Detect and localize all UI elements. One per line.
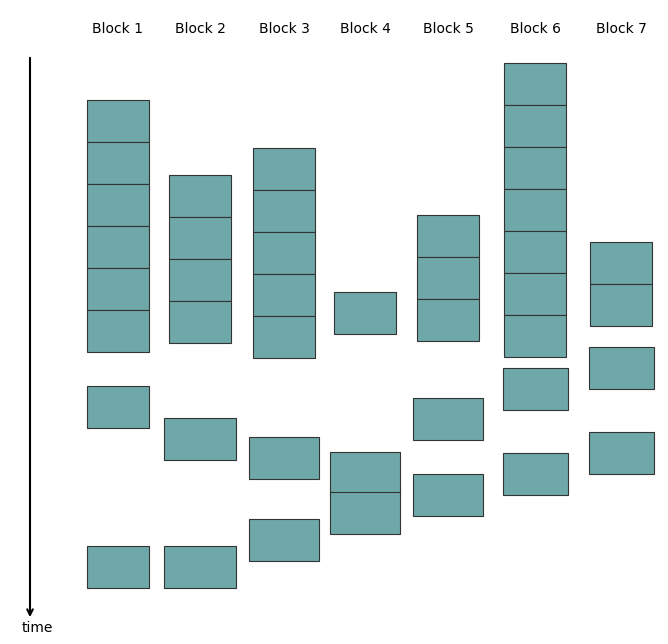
Bar (169, 217, 231, 259)
Bar (334, 292, 396, 334)
Bar (504, 273, 566, 315)
Bar (87, 546, 149, 588)
Bar (253, 274, 315, 316)
Bar (504, 105, 566, 147)
Text: Block 1: Block 1 (92, 22, 144, 36)
Bar (87, 268, 149, 310)
Bar (504, 147, 566, 189)
Bar (504, 231, 566, 273)
Bar (87, 100, 149, 142)
Bar (169, 259, 231, 301)
Bar (164, 546, 236, 588)
Bar (417, 215, 479, 257)
Bar (253, 232, 315, 274)
Bar (504, 315, 566, 357)
Bar (87, 226, 149, 268)
Bar (249, 519, 319, 561)
Bar (413, 398, 483, 440)
Bar (249, 437, 319, 479)
Bar (164, 418, 236, 460)
Bar (330, 492, 400, 534)
Bar (87, 310, 149, 352)
Text: Block 7: Block 7 (596, 22, 647, 36)
Bar (589, 347, 653, 389)
Bar (590, 284, 652, 326)
Bar (169, 301, 231, 343)
Bar (253, 316, 315, 358)
Bar (502, 368, 568, 410)
Bar (169, 175, 231, 217)
Bar (504, 63, 566, 105)
Bar (504, 189, 566, 231)
Bar (417, 299, 479, 341)
Bar (413, 474, 483, 516)
Bar (87, 142, 149, 184)
Text: Block 5: Block 5 (423, 22, 474, 36)
Bar (253, 190, 315, 232)
Bar (87, 184, 149, 226)
Text: Block 6: Block 6 (510, 22, 560, 36)
Bar (502, 453, 568, 495)
Bar (87, 386, 149, 428)
Bar (417, 257, 479, 299)
Bar (589, 432, 653, 474)
Bar (330, 452, 400, 494)
Text: Block 3: Block 3 (259, 22, 309, 36)
Bar (590, 242, 652, 284)
Text: time: time (22, 621, 53, 635)
Text: Block 2: Block 2 (174, 22, 225, 36)
Bar (253, 148, 315, 190)
Text: Block 4: Block 4 (339, 22, 390, 36)
